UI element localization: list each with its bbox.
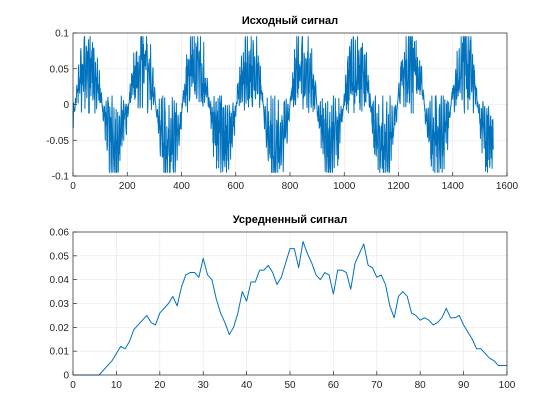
top-x-tick-label: 1600: [496, 181, 519, 192]
bottom-y-tick-label: 0.05: [50, 251, 70, 262]
top-x-tick-label: 400: [173, 181, 190, 192]
top-x-tick-label: 1400: [442, 181, 465, 192]
bottom-y-tick-label: 0.03: [50, 299, 70, 310]
top-y-tick-label: 0.1: [55, 29, 69, 40]
top-x-tick-label: 1200: [387, 181, 410, 192]
bottom-x-tick-label: 40: [241, 380, 253, 391]
bottom-plot-grid: [72, 231, 508, 376]
top-x-tick-label: 1000: [333, 181, 356, 192]
bottom-y-tick-label: 0.04: [50, 275, 70, 286]
bottom-x-tick-label: 70: [371, 380, 383, 391]
bottom-y-tick-label: 0.02: [50, 323, 70, 334]
bottom-x-tick-label: 10: [111, 380, 123, 391]
bottom-x-tick-label: 0: [70, 380, 76, 391]
bottom-x-tick-label: 30: [198, 380, 210, 391]
bottom-y-tick-label: 0.06: [50, 228, 70, 239]
bottom-x-tick-label: 50: [284, 380, 296, 391]
top-plot-x-ticks: 0 200 400 600 800 1000 1200 1400 1600: [70, 172, 519, 192]
bottom-plot-y-ticks: 0 0.01 0.02 0.03 0.04 0.05 0.06: [50, 228, 77, 382]
top-y-tick-label: 0.05: [50, 64, 70, 75]
bottom-x-tick-label: 20: [154, 380, 166, 391]
top-x-tick-label: 600: [227, 181, 244, 192]
top-plot-title: Исходный сигнал: [242, 15, 338, 27]
top-x-tick-label: 200: [119, 181, 136, 192]
bottom-x-tick-label: 80: [415, 380, 427, 391]
bottom-plot-x-ticks: 0 10 20 30 40 50 60 70 80 90 100: [70, 371, 516, 391]
top-plot-series: [72, 36, 494, 173]
top-x-tick-label: 0: [70, 181, 76, 192]
top-plot-y-ticks: -0.1 -0.05 0 0.05 0.1: [46, 29, 77, 183]
bottom-x-tick-label: 60: [328, 380, 340, 391]
bottom-plot: Усредненный сигнал 0 10 20 30 40 50 60 70 80 90 10…: [50, 214, 516, 391]
bottom-plot-series: [73, 241, 507, 376]
bottom-x-tick-label: 90: [458, 380, 470, 391]
top-signal-line: [72, 36, 494, 173]
top-y-tick-label: -0.05: [46, 136, 69, 147]
bottom-y-tick-label: 0.01: [50, 347, 70, 358]
bottom-plot-title: Усредненный сигнал: [233, 214, 348, 226]
bottom-x-tick-label: 100: [499, 380, 516, 391]
top-y-tick-label: -0.1: [52, 172, 70, 183]
top-plot: Исходный сигнал 0 200 400 600 800 1000 1200 140…: [46, 15, 518, 192]
top-x-tick-label: 800: [282, 181, 299, 192]
bottom-y-tick-label: 0: [63, 371, 69, 382]
top-y-tick-label: 0: [63, 100, 69, 111]
bottom-signal-line: [73, 241, 507, 376]
